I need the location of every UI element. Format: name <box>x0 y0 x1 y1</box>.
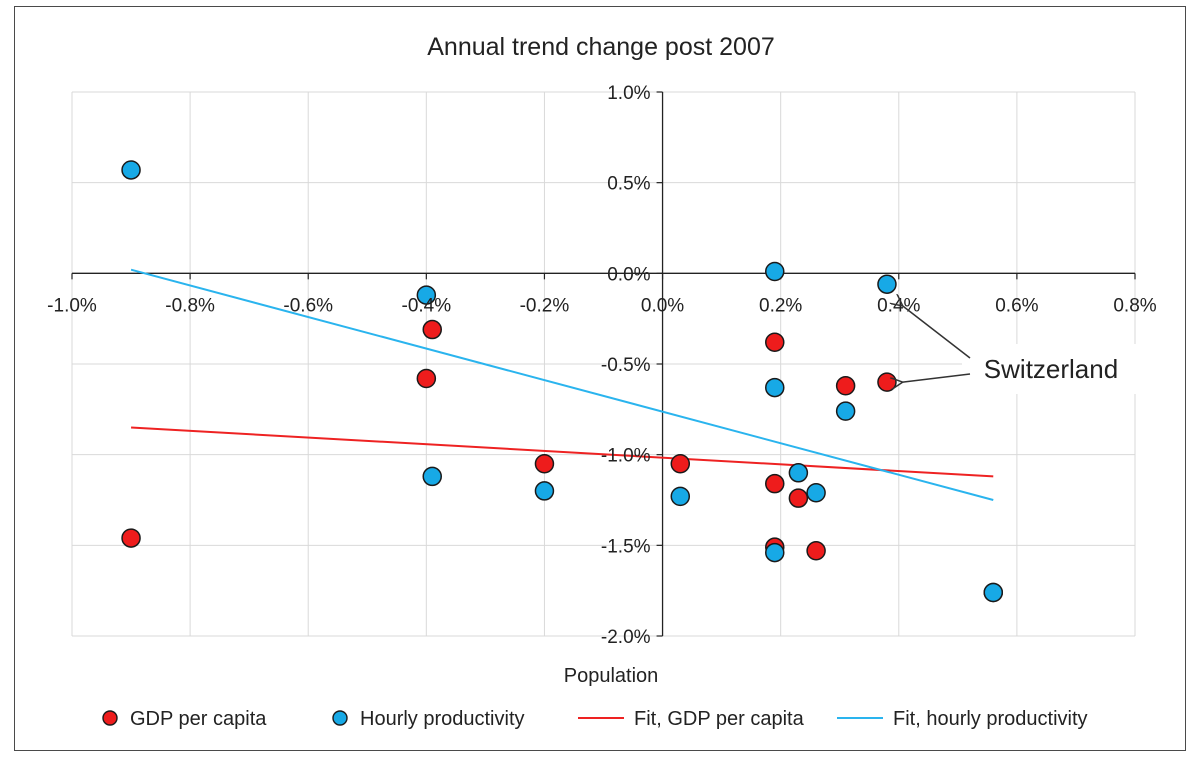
y-tick-label: 0.0% <box>607 264 650 285</box>
y-tick-label: 1.0% <box>607 83 650 104</box>
scatter-point <box>765 542 785 563</box>
legend-marker <box>102 710 118 726</box>
scatter-point <box>670 453 691 474</box>
x-tick-label: 0.8% <box>1113 295 1156 316</box>
legend-marker <box>332 710 348 726</box>
x-tick-label: -0.6% <box>283 295 333 316</box>
y-tick-label: 0.5% <box>607 174 650 195</box>
annotation-switzerland: Switzerland <box>903 306 1140 394</box>
scatter-point <box>670 486 691 507</box>
scatter-point <box>416 368 437 389</box>
legend-label: Fit, GDP per capita <box>634 708 805 730</box>
y-tick-label: -1.5% <box>601 536 651 557</box>
fit-line <box>130 426 994 478</box>
scatter-point <box>877 372 897 392</box>
scatter-point <box>422 466 442 487</box>
annotation-arrow <box>903 306 971 359</box>
axes <box>71 91 1136 637</box>
scatter-point <box>534 453 555 474</box>
legend-label: GDP per capita <box>130 708 267 730</box>
y-tick-label: -1.0% <box>601 446 651 467</box>
scatter-point <box>765 473 785 494</box>
scatter-point <box>765 377 785 398</box>
scatter-point <box>806 482 826 503</box>
scatter-point <box>788 488 809 508</box>
x-axis-label: Population <box>564 665 659 687</box>
x-tick-label: -0.4% <box>402 295 452 316</box>
annotation-label: Switzerland <box>984 354 1118 384</box>
tick-labels: -1.0% -0.8% -0.6% -0.4% -0.2% 0.0% 0.2% 0.4% 0.6… <box>47 83 1157 648</box>
fit-lines <box>130 268 994 501</box>
scatter-point <box>765 261 785 282</box>
x-tick-label: 0.4% <box>877 295 920 316</box>
data-points <box>121 160 1004 603</box>
x-tick-label: 0.2% <box>759 295 802 316</box>
scatter-point <box>788 463 809 483</box>
scatter-point <box>835 376 856 396</box>
fit-line <box>130 268 994 501</box>
x-tick-label: -0.2% <box>520 295 570 316</box>
scatter-point <box>877 274 897 294</box>
x-tick-label: 0.6% <box>995 295 1038 316</box>
chart-title: Annual trend change post 2007 <box>427 33 775 61</box>
legend: GDP per capita Hourly productivity Fit, GD… <box>102 708 1088 730</box>
scatter-point <box>765 332 785 352</box>
scatter-point <box>416 285 437 305</box>
scatter-point <box>806 541 826 561</box>
x-tick-label: 0.0% <box>641 295 684 316</box>
legend-label: Fit, hourly productivity <box>893 708 1088 730</box>
annotation-box <box>962 344 1140 394</box>
legend-label: Hourly productivity <box>360 708 525 730</box>
x-tick-label: -0.8% <box>165 295 215 316</box>
y-tick-label: -2.0% <box>601 627 651 648</box>
scatter-point <box>534 481 555 501</box>
scatter-point <box>983 582 1004 603</box>
y-tick-label: -0.5% <box>601 355 651 376</box>
scatter-point <box>121 528 141 548</box>
scatter-point <box>835 401 856 421</box>
scatter-point <box>121 160 141 180</box>
x-tick-label: -1.0% <box>47 295 97 316</box>
annotation-arrow <box>903 373 971 382</box>
scatter-point <box>422 319 442 340</box>
